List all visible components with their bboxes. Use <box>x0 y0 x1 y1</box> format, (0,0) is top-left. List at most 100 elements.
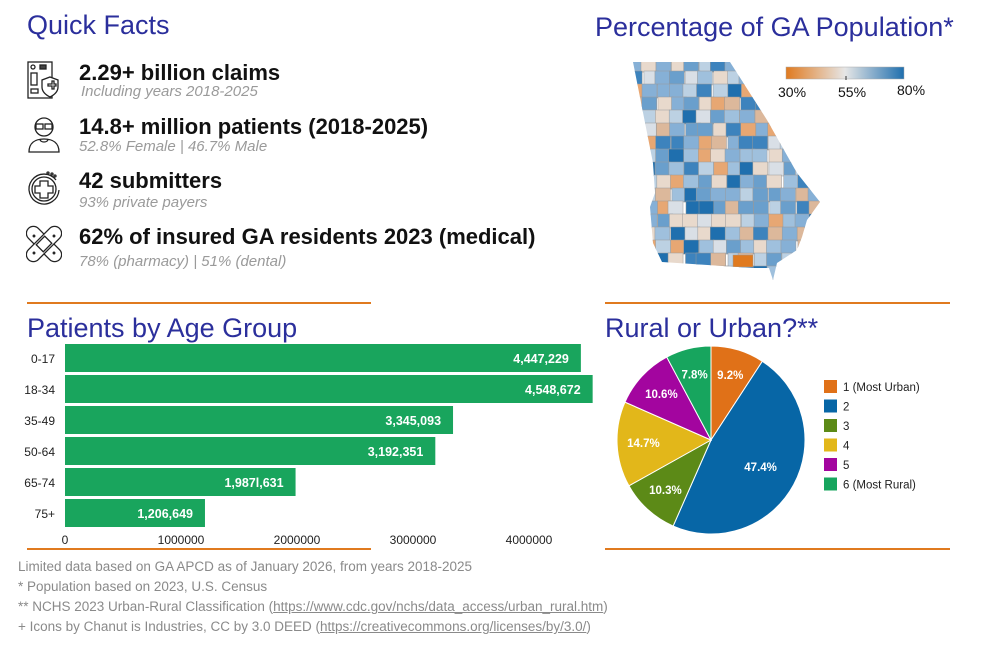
county <box>780 278 797 280</box>
county <box>780 239 797 255</box>
county <box>796 226 813 242</box>
quick-facts-title: Quick Facts <box>27 10 170 40</box>
county <box>667 252 684 268</box>
county <box>633 122 642 138</box>
county <box>724 148 741 164</box>
legend-max: 80% <box>897 82 925 98</box>
county <box>655 148 671 164</box>
bar-35-49 <box>65 406 454 434</box>
county <box>766 252 782 268</box>
legend-label: 2 <box>843 402 849 414</box>
county <box>640 187 657 203</box>
slice-label: 9.2% <box>717 370 743 382</box>
bar-0-17 <box>65 344 581 372</box>
county <box>654 226 671 242</box>
county <box>669 265 685 280</box>
divider <box>27 548 371 550</box>
county <box>752 187 769 203</box>
county <box>655 109 671 125</box>
county <box>808 148 820 164</box>
county <box>810 252 820 268</box>
county <box>697 70 713 86</box>
bar-value-label: 3,345,093 <box>385 414 441 428</box>
county <box>811 122 820 138</box>
x-tick-label: 2000000 <box>274 533 321 547</box>
county <box>695 252 712 268</box>
county <box>751 148 768 164</box>
county <box>654 252 670 268</box>
ga-county-map: 30% 55% 80% <box>633 62 925 280</box>
map-title: Percentage of GA Population* <box>595 12 954 42</box>
county <box>739 109 755 125</box>
legend-swatch <box>824 380 837 393</box>
county <box>766 265 783 280</box>
nchs-link[interactable]: https://www.cdc.gov/nchs/data_access/urb… <box>273 599 604 614</box>
fact-patients-sub: 52.8% Female | 46.7% Male <box>79 138 268 155</box>
legend-label: 4 <box>843 441 850 453</box>
county <box>738 135 754 151</box>
county <box>657 96 674 112</box>
county <box>781 148 798 164</box>
pie-slice-6 <box>666 345 712 441</box>
county <box>783 265 799 280</box>
fact-claims-sub: Including years 2018-2025 <box>81 83 258 100</box>
age-chart-title: Patients by Age Group <box>27 313 298 343</box>
county <box>641 109 658 125</box>
divider <box>27 302 371 304</box>
note-nchs: ** NCHS 2023 Urban-Rural Classification … <box>18 599 608 614</box>
county <box>755 96 771 112</box>
x-tick-label: 3000000 <box>390 533 437 547</box>
category-label: 65-74 <box>24 476 55 490</box>
legend-label: 5 <box>843 460 849 472</box>
county <box>696 83 712 99</box>
note-data-limit: Limited data based on GA APCD as of Janu… <box>18 559 473 574</box>
county <box>713 265 729 280</box>
county <box>711 135 727 151</box>
county <box>727 83 744 99</box>
county <box>753 70 769 86</box>
county <box>797 122 813 138</box>
county <box>753 278 770 280</box>
county <box>732 254 754 268</box>
county <box>794 278 810 280</box>
county <box>825 123 840 137</box>
county <box>824 162 839 176</box>
county <box>683 96 700 112</box>
county <box>809 109 820 125</box>
county <box>712 83 729 99</box>
county <box>684 265 701 280</box>
bar-50-64 <box>65 437 436 465</box>
county <box>754 109 771 125</box>
county <box>768 148 785 164</box>
county <box>807 187 820 203</box>
county <box>657 278 673 280</box>
county <box>797 174 813 190</box>
county <box>753 213 770 229</box>
county <box>655 62 672 73</box>
cc-license-link[interactable]: https://creativecommons.org/licenses/by/… <box>320 619 587 634</box>
county <box>724 226 741 242</box>
county <box>724 62 741 73</box>
fact-submitters: 42 submitters <box>79 168 223 193</box>
x-tick-label: 0 <box>62 533 69 547</box>
legend-label: 1 (Most Urban) <box>843 382 920 394</box>
county <box>633 226 645 242</box>
county <box>656 122 672 138</box>
county <box>683 135 700 151</box>
county <box>711 213 727 229</box>
legend-min: 30% <box>778 84 806 100</box>
county <box>641 213 658 229</box>
county <box>795 252 812 268</box>
x-tick-label: 4000000 <box>506 533 553 547</box>
county <box>768 161 785 177</box>
county <box>633 109 642 125</box>
county <box>766 239 782 255</box>
rural-pie-chart: 9.2% 1 (Most Urban) 47.4% 2 10.3% 3 14.7% 4 10.6… <box>616 345 920 535</box>
divider <box>605 548 950 550</box>
category-label: 75+ <box>35 507 55 521</box>
county <box>753 265 769 280</box>
medical-cross-cycle-icon <box>26 168 62 208</box>
rural-chart-title: Rural or Urban?** <box>605 313 819 343</box>
county <box>811 174 820 190</box>
county <box>668 109 685 125</box>
